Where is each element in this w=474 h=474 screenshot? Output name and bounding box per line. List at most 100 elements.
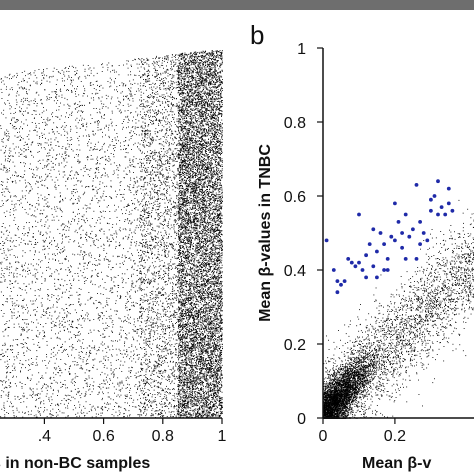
panel-a-point bbox=[22, 411, 23, 413]
panel-a-point bbox=[184, 145, 186, 147]
panel-a-point bbox=[217, 387, 219, 389]
panel-a-point bbox=[201, 357, 203, 358]
panel-a-point bbox=[218, 149, 220, 151]
panel-a-point bbox=[210, 291, 212, 293]
panel-a-point bbox=[193, 312, 195, 314]
panel-a-point bbox=[193, 203, 195, 205]
panel-a-point bbox=[154, 332, 156, 334]
panel-a-point bbox=[142, 397, 144, 399]
panel-a-point bbox=[194, 201, 196, 202]
panel-a-point bbox=[215, 316, 217, 318]
panel-a-point bbox=[43, 336, 45, 337]
panel-a-point bbox=[202, 114, 203, 116]
panel-a-point bbox=[29, 203, 31, 205]
panel-a-point bbox=[218, 188, 220, 190]
panel-a-point bbox=[161, 351, 163, 353]
panel-a-point bbox=[157, 233, 159, 235]
panel-a-point bbox=[204, 205, 206, 207]
panel-a-point bbox=[81, 327, 83, 328]
panel-a-point bbox=[44, 248, 45, 250]
panel-a-point bbox=[185, 151, 187, 153]
panel-a-point bbox=[159, 190, 161, 192]
panel-a-point bbox=[211, 90, 213, 92]
panel-a-point bbox=[66, 154, 68, 156]
panel-a-point bbox=[141, 117, 142, 119]
panel-a-point bbox=[109, 244, 111, 246]
panel-a-point bbox=[192, 412, 194, 414]
panel-a-point bbox=[19, 128, 20, 130]
panel-a-point bbox=[180, 161, 182, 163]
panel-a-point bbox=[196, 227, 197, 229]
panel-a-point bbox=[198, 98, 200, 100]
panel-a-point bbox=[190, 416, 192, 418]
panel-a-point bbox=[130, 395, 132, 396]
panel-a-point bbox=[142, 210, 143, 211]
panel-a-point bbox=[218, 85, 220, 86]
panel-a-point bbox=[189, 184, 190, 186]
panel-a-point bbox=[197, 110, 199, 111]
panel-a-point bbox=[208, 82, 209, 84]
panel-a-point bbox=[38, 381, 40, 383]
panel-a-point bbox=[63, 250, 64, 252]
panel-a-point bbox=[207, 181, 209, 182]
panel-a-point bbox=[138, 63, 140, 65]
panel-a-point bbox=[212, 192, 214, 194]
panel-a-point bbox=[161, 234, 162, 236]
panel-a-point bbox=[188, 249, 190, 251]
panel-a-point bbox=[7, 139, 9, 141]
panel-a-point bbox=[69, 139, 71, 141]
panel-a-point bbox=[189, 361, 191, 363]
panel-a-point bbox=[183, 301, 185, 303]
panel-a-point bbox=[137, 414, 139, 416]
panel-a-point bbox=[209, 202, 211, 203]
panel-a-point bbox=[221, 52, 222, 54]
panel-a-point bbox=[215, 402, 217, 404]
panel-a-point bbox=[220, 142, 221, 144]
panel-a-point bbox=[184, 316, 185, 317]
panel-a-point bbox=[179, 143, 181, 145]
panel-a-point bbox=[208, 66, 210, 68]
panel-a-point bbox=[59, 284, 61, 286]
panel-a-point bbox=[145, 209, 147, 210]
panel-a-point bbox=[185, 144, 186, 145]
panel-a-point bbox=[182, 287, 183, 289]
panel-a-point bbox=[156, 135, 158, 137]
panel-a-point bbox=[130, 136, 132, 137]
panel-a-point bbox=[202, 351, 204, 352]
panel-a-point bbox=[127, 238, 129, 240]
panel-a-point bbox=[191, 158, 193, 160]
panel-a-point bbox=[11, 118, 13, 120]
panel-a-point bbox=[13, 368, 15, 369]
panel-a-point bbox=[216, 286, 218, 287]
panel-a-point bbox=[55, 137, 57, 139]
panel-a-point bbox=[13, 323, 15, 325]
panel-a-point bbox=[201, 152, 203, 154]
panel-a-point bbox=[172, 313, 174, 315]
panel-a-point bbox=[185, 53, 187, 55]
panel-a-point bbox=[158, 371, 160, 373]
panel-a-point bbox=[208, 179, 210, 181]
panel-a-point bbox=[208, 375, 210, 377]
panel-a-point bbox=[110, 287, 112, 289]
panel-a-point bbox=[200, 355, 201, 357]
panel-a-point bbox=[157, 155, 159, 157]
panel-a-point bbox=[164, 194, 165, 195]
panel-a-point bbox=[214, 217, 216, 219]
panel-a-point bbox=[142, 137, 144, 139]
panel-a-point bbox=[33, 110, 35, 111]
panel-a-point bbox=[130, 192, 132, 193]
panel-a-point bbox=[182, 401, 184, 403]
panel-a-point bbox=[213, 170, 215, 172]
panel-a-point bbox=[218, 223, 220, 225]
panel-a-point bbox=[141, 215, 143, 216]
panel-a-point bbox=[182, 141, 184, 143]
panel-a-point bbox=[214, 116, 216, 118]
panel-a-point bbox=[192, 341, 194, 343]
panel-a-point bbox=[185, 232, 187, 234]
panel-a-point bbox=[43, 77, 45, 79]
panel-a-point bbox=[185, 247, 187, 248]
panel-a-point bbox=[117, 91, 118, 93]
panel-a-point bbox=[126, 174, 128, 175]
panel-a-point bbox=[144, 293, 146, 295]
panel-a-point bbox=[175, 161, 177, 162]
